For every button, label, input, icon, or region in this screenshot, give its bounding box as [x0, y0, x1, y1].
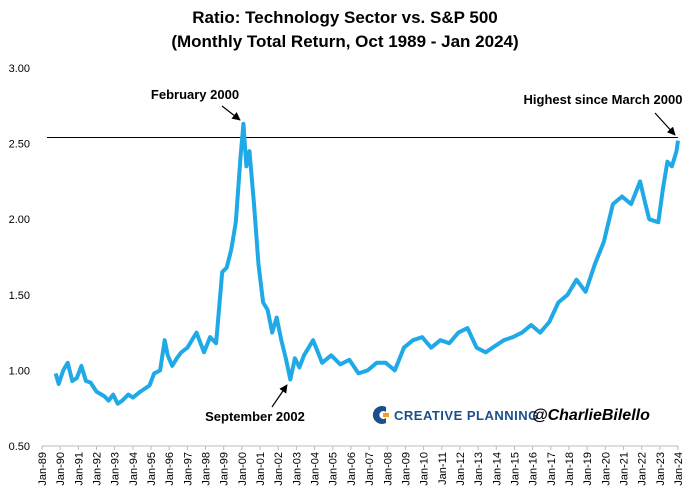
- annotation-arrow: [654, 112, 676, 136]
- x-tick-label: Jan-21: [618, 452, 630, 486]
- x-tick-label: Jan-16: [528, 452, 540, 486]
- y-tick-label: 2.50: [9, 139, 30, 151]
- x-tick-label: Jan-97: [182, 452, 194, 486]
- x-tick-label: Jan-02: [273, 452, 285, 486]
- annotation: September 2002: [205, 409, 305, 424]
- annotation-arrow: [221, 105, 241, 121]
- x-tick-label: Jan-19: [582, 452, 594, 486]
- x-tick-label: Jan-91: [73, 452, 85, 486]
- y-tick-label: 0.50: [9, 441, 30, 453]
- chart-subtitle: (Monthly Total Return, Oct 1989 - Jan 20…: [171, 32, 518, 51]
- y-tick-label: 3.00: [9, 63, 30, 75]
- annotation: Highest since March 2000: [524, 92, 683, 107]
- x-tick-label: Jan-09: [400, 452, 412, 486]
- y-tick-label: 1.50: [9, 290, 30, 302]
- logo-text: CREATIVE PLANNING: [394, 408, 539, 423]
- x-tick-label: Jan-15: [509, 452, 521, 486]
- x-tick-label: Jan-04: [310, 452, 322, 486]
- x-tick-label: Jan-94: [128, 452, 140, 486]
- annotation: February 2000: [151, 87, 239, 102]
- x-tick-label: Jan-95: [146, 452, 158, 486]
- x-tick-label: Jan-89: [37, 452, 49, 486]
- x-tick-label: Jan-96: [164, 452, 176, 486]
- y-tick-label: 2.00: [9, 214, 30, 226]
- x-tick-label: Jan-03: [291, 452, 303, 486]
- x-tick-label: Jan-93: [110, 452, 122, 486]
- x-tick-label: Jan-05: [328, 452, 340, 486]
- x-tick-label: Jan-12: [455, 452, 467, 486]
- x-tick-label: Jan-24: [673, 452, 685, 486]
- annotation-arrow: [271, 384, 288, 408]
- x-tick-label: Jan-99: [219, 452, 231, 486]
- x-tick-label: Jan-13: [473, 452, 485, 486]
- x-tick-label: Jan-08: [382, 452, 394, 486]
- x-tick-label: Jan-17: [546, 452, 558, 486]
- x-tick-label: Jan-11: [437, 452, 449, 485]
- y-tick-label: 1.00: [9, 365, 30, 377]
- x-tick-label: Jan-06: [346, 452, 358, 486]
- x-tick-label: Jan-07: [364, 452, 376, 486]
- logo-icon: [372, 406, 386, 424]
- logo: CREATIVE PLANNING: [372, 406, 539, 424]
- chart-title: Ratio: Technology Sector vs. S&P 500: [192, 8, 497, 27]
- x-tick-label: Jan-98: [201, 452, 213, 486]
- x-tick-label: Jan-90: [55, 452, 67, 486]
- data-line: [53, 121, 680, 406]
- x-tick-label: Jan-00: [237, 452, 249, 486]
- x-tick-label: Jan-14: [491, 452, 503, 486]
- x-tick-label: Jan-10: [419, 452, 431, 486]
- handle: @CharlieBilello: [532, 407, 650, 424]
- x-tick-label: Jan-18: [564, 452, 576, 486]
- x-tick-label: Jan-01: [255, 452, 267, 486]
- x-tick-label: Jan-92: [92, 452, 104, 486]
- x-tick-label: Jan-20: [600, 452, 612, 486]
- x-tick-label: Jan-22: [637, 452, 649, 486]
- x-tick-label: Jan-23: [655, 452, 667, 486]
- logo-icon: [383, 413, 389, 417]
